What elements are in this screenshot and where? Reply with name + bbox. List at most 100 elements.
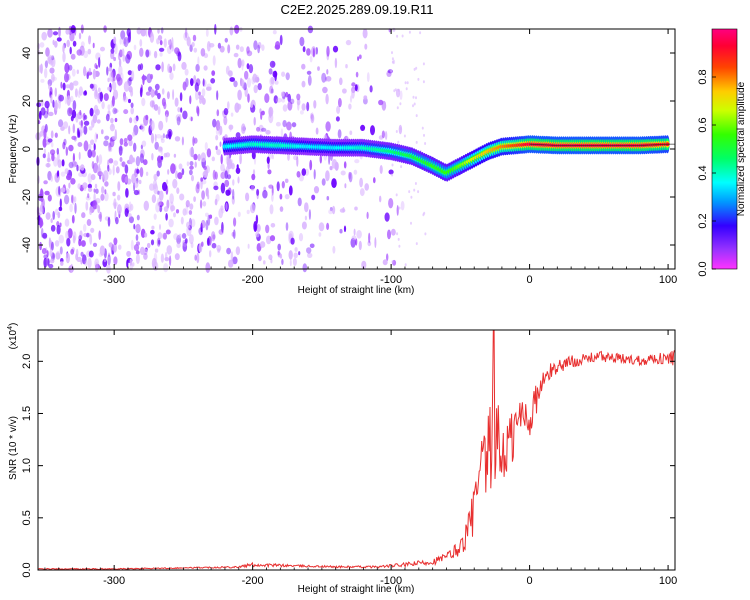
- spectrogram-noise-speckle: [314, 186, 319, 193]
- spectrogram-noise-speckle: [100, 194, 104, 201]
- spectrogram-noise-speckle: [161, 27, 164, 33]
- spectrogram-noise-speckle: [327, 196, 330, 200]
- spectrogram-noise-speckle: [296, 94, 300, 101]
- spectrogram-noise-speckle: [168, 219, 173, 228]
- spectrogram-noise-speckle: [135, 224, 140, 234]
- spectrogram-noise-speckle: [41, 32, 47, 41]
- spectrogram-noise-speckle: [393, 89, 395, 92]
- spectrogram-noise-speckle: [301, 64, 305, 70]
- spectrogram-noise-speckle: [66, 147, 68, 156]
- spectrogram-noise-speckle: [416, 141, 418, 144]
- spectrogram-noise-speckle: [156, 134, 161, 139]
- spectrogram-noise-speckle: [268, 112, 273, 123]
- spectrogram-noise-speckle: [141, 29, 146, 37]
- spectrogram-noise-speckle: [77, 183, 81, 189]
- spectrogram-noise-speckle: [339, 229, 342, 234]
- spectrogram-noise-speckle: [391, 51, 393, 54]
- spectrogram-noise-speckle: [53, 31, 58, 35]
- spectrogram-noise-speckle: [85, 260, 88, 266]
- y-tick-label: 40: [21, 47, 33, 59]
- spectrogram-noise-speckle: [68, 145, 73, 152]
- spectrogram-noise-speckle: [106, 114, 110, 122]
- spectrogram-noise-speckle: [101, 129, 104, 134]
- spectrogram-noise-speckle: [399, 207, 401, 210]
- spectrogram-noise-speckle: [360, 188, 365, 196]
- spectrogram-noise-speckle: [40, 217, 43, 228]
- spectrogram-noise-speckle: [211, 70, 215, 76]
- spectrogram-noise-speckle: [70, 249, 74, 255]
- spectrogram-noise-speckle: [99, 212, 102, 222]
- spectrogram-noise-speckle: [238, 58, 242, 68]
- spectrogram-noise-speckle: [348, 104, 351, 110]
- spectrogram-noise-speckle: [79, 110, 81, 115]
- spectrogram-noise-speckle: [79, 33, 81, 40]
- spectrogram-noise-speckle: [392, 61, 394, 64]
- spectrogram-noise-speckle: [332, 246, 335, 254]
- spectrogram-noise-speckle: [94, 143, 96, 150]
- spectrogram-noise-speckle: [170, 163, 176, 174]
- spectrogram-noise-speckle: [189, 203, 193, 210]
- spectrogram-noise-speckle: [144, 201, 149, 211]
- spectrogram-noise-speckle: [399, 102, 401, 105]
- spectrogram-noise-speckle: [397, 106, 399, 109]
- spectrogram-noise-speckle: [73, 41, 77, 47]
- spectrogram-noise-speckle: [379, 196, 381, 203]
- spectrogram-noise-speckle: [136, 241, 140, 245]
- spectrogram-noise-speckle: [207, 41, 211, 52]
- spectrogram-noise-speckle: [136, 234, 139, 241]
- spectrogram-noise-speckle: [351, 82, 355, 86]
- spectrogram-noise-speckle: [124, 81, 129, 92]
- spectrogram-noise-speckle: [154, 104, 158, 111]
- spectrogram-noise-speckle: [229, 77, 235, 82]
- spectrogram-noise-speckle: [346, 40, 351, 45]
- spectrogram-noise-speckle: [140, 87, 143, 97]
- spectrogram-noise-speckle: [359, 178, 363, 188]
- spectrogram-noise-speckle: [147, 243, 151, 248]
- spectrogram-noise-speckle: [72, 69, 76, 77]
- spectrogram-noise-speckle: [286, 222, 289, 231]
- spectrogram-noise-speckle: [368, 233, 370, 244]
- spectrogram-noise-speckle: [299, 37, 304, 46]
- colorbar-label: Normalized spectral amplitude: [736, 81, 747, 216]
- spectrogram-noise-speckle: [118, 53, 120, 61]
- spectrogram-noise-speckle: [305, 216, 307, 221]
- spectrogram-noise-speckle: [200, 199, 202, 208]
- spectrogram-noise-speckle: [120, 38, 122, 45]
- spectrogram-noise-speckle: [112, 81, 116, 91]
- spectrogram-noise-speckle: [176, 209, 179, 213]
- spectrogram-noise-speckle: [271, 193, 274, 202]
- spectrogram-noise-speckle: [238, 212, 241, 217]
- spectrogram-noise-speckle: [313, 48, 315, 58]
- spectrogram-noise-speckle: [186, 200, 190, 207]
- spectrogram-noise-speckle: [43, 153, 46, 158]
- spectrogram-noise-speckle: [89, 36, 91, 40]
- spectrogram-noise-speckle: [201, 152, 206, 162]
- spectrogram-noise-speckle: [168, 40, 171, 46]
- spectrogram-noise-speckle: [349, 131, 352, 136]
- spectrogram-noise-speckle: [161, 62, 164, 73]
- spectrogram-noise-speckle: [193, 196, 196, 202]
- spectrogram-noise-speckle: [95, 184, 97, 189]
- y-tick-label: 2.0: [21, 354, 33, 369]
- spectrogram-noise-speckle: [193, 35, 196, 42]
- spectrogram-noise-speckle: [198, 227, 203, 235]
- spectrogram-noise-speckle: [112, 108, 117, 115]
- spectrogram-noise-speckle: [310, 244, 315, 249]
- spectrogram-noise-speckle: [281, 259, 283, 265]
- spectrogram-noise-speckle: [201, 242, 204, 247]
- spectrogram-noise-speckle: [201, 48, 206, 57]
- spectrogram-noise-speckle: [85, 201, 88, 210]
- spectrogram-noise-speckle: [294, 252, 298, 258]
- spectrogram-noise-speckle: [286, 122, 292, 131]
- spectrogram-noise-speckle: [367, 72, 370, 82]
- spectrogram-noise-speckle: [120, 138, 124, 145]
- spectrogram-noise-speckle: [237, 176, 239, 183]
- spectrogram-noise-speckle: [129, 117, 132, 123]
- spectrogram-noise-speckle: [51, 242, 54, 251]
- spectrogram-noise-speckle: [216, 90, 218, 100]
- spectrogram-noise-speckle: [250, 102, 253, 108]
- spectrogram-noise-speckle: [392, 260, 394, 263]
- spectrogram-noise-speckle: [391, 229, 396, 236]
- spectrogram-noise-speckle: [96, 155, 98, 163]
- spectrogram-noise-speckle: [123, 109, 128, 114]
